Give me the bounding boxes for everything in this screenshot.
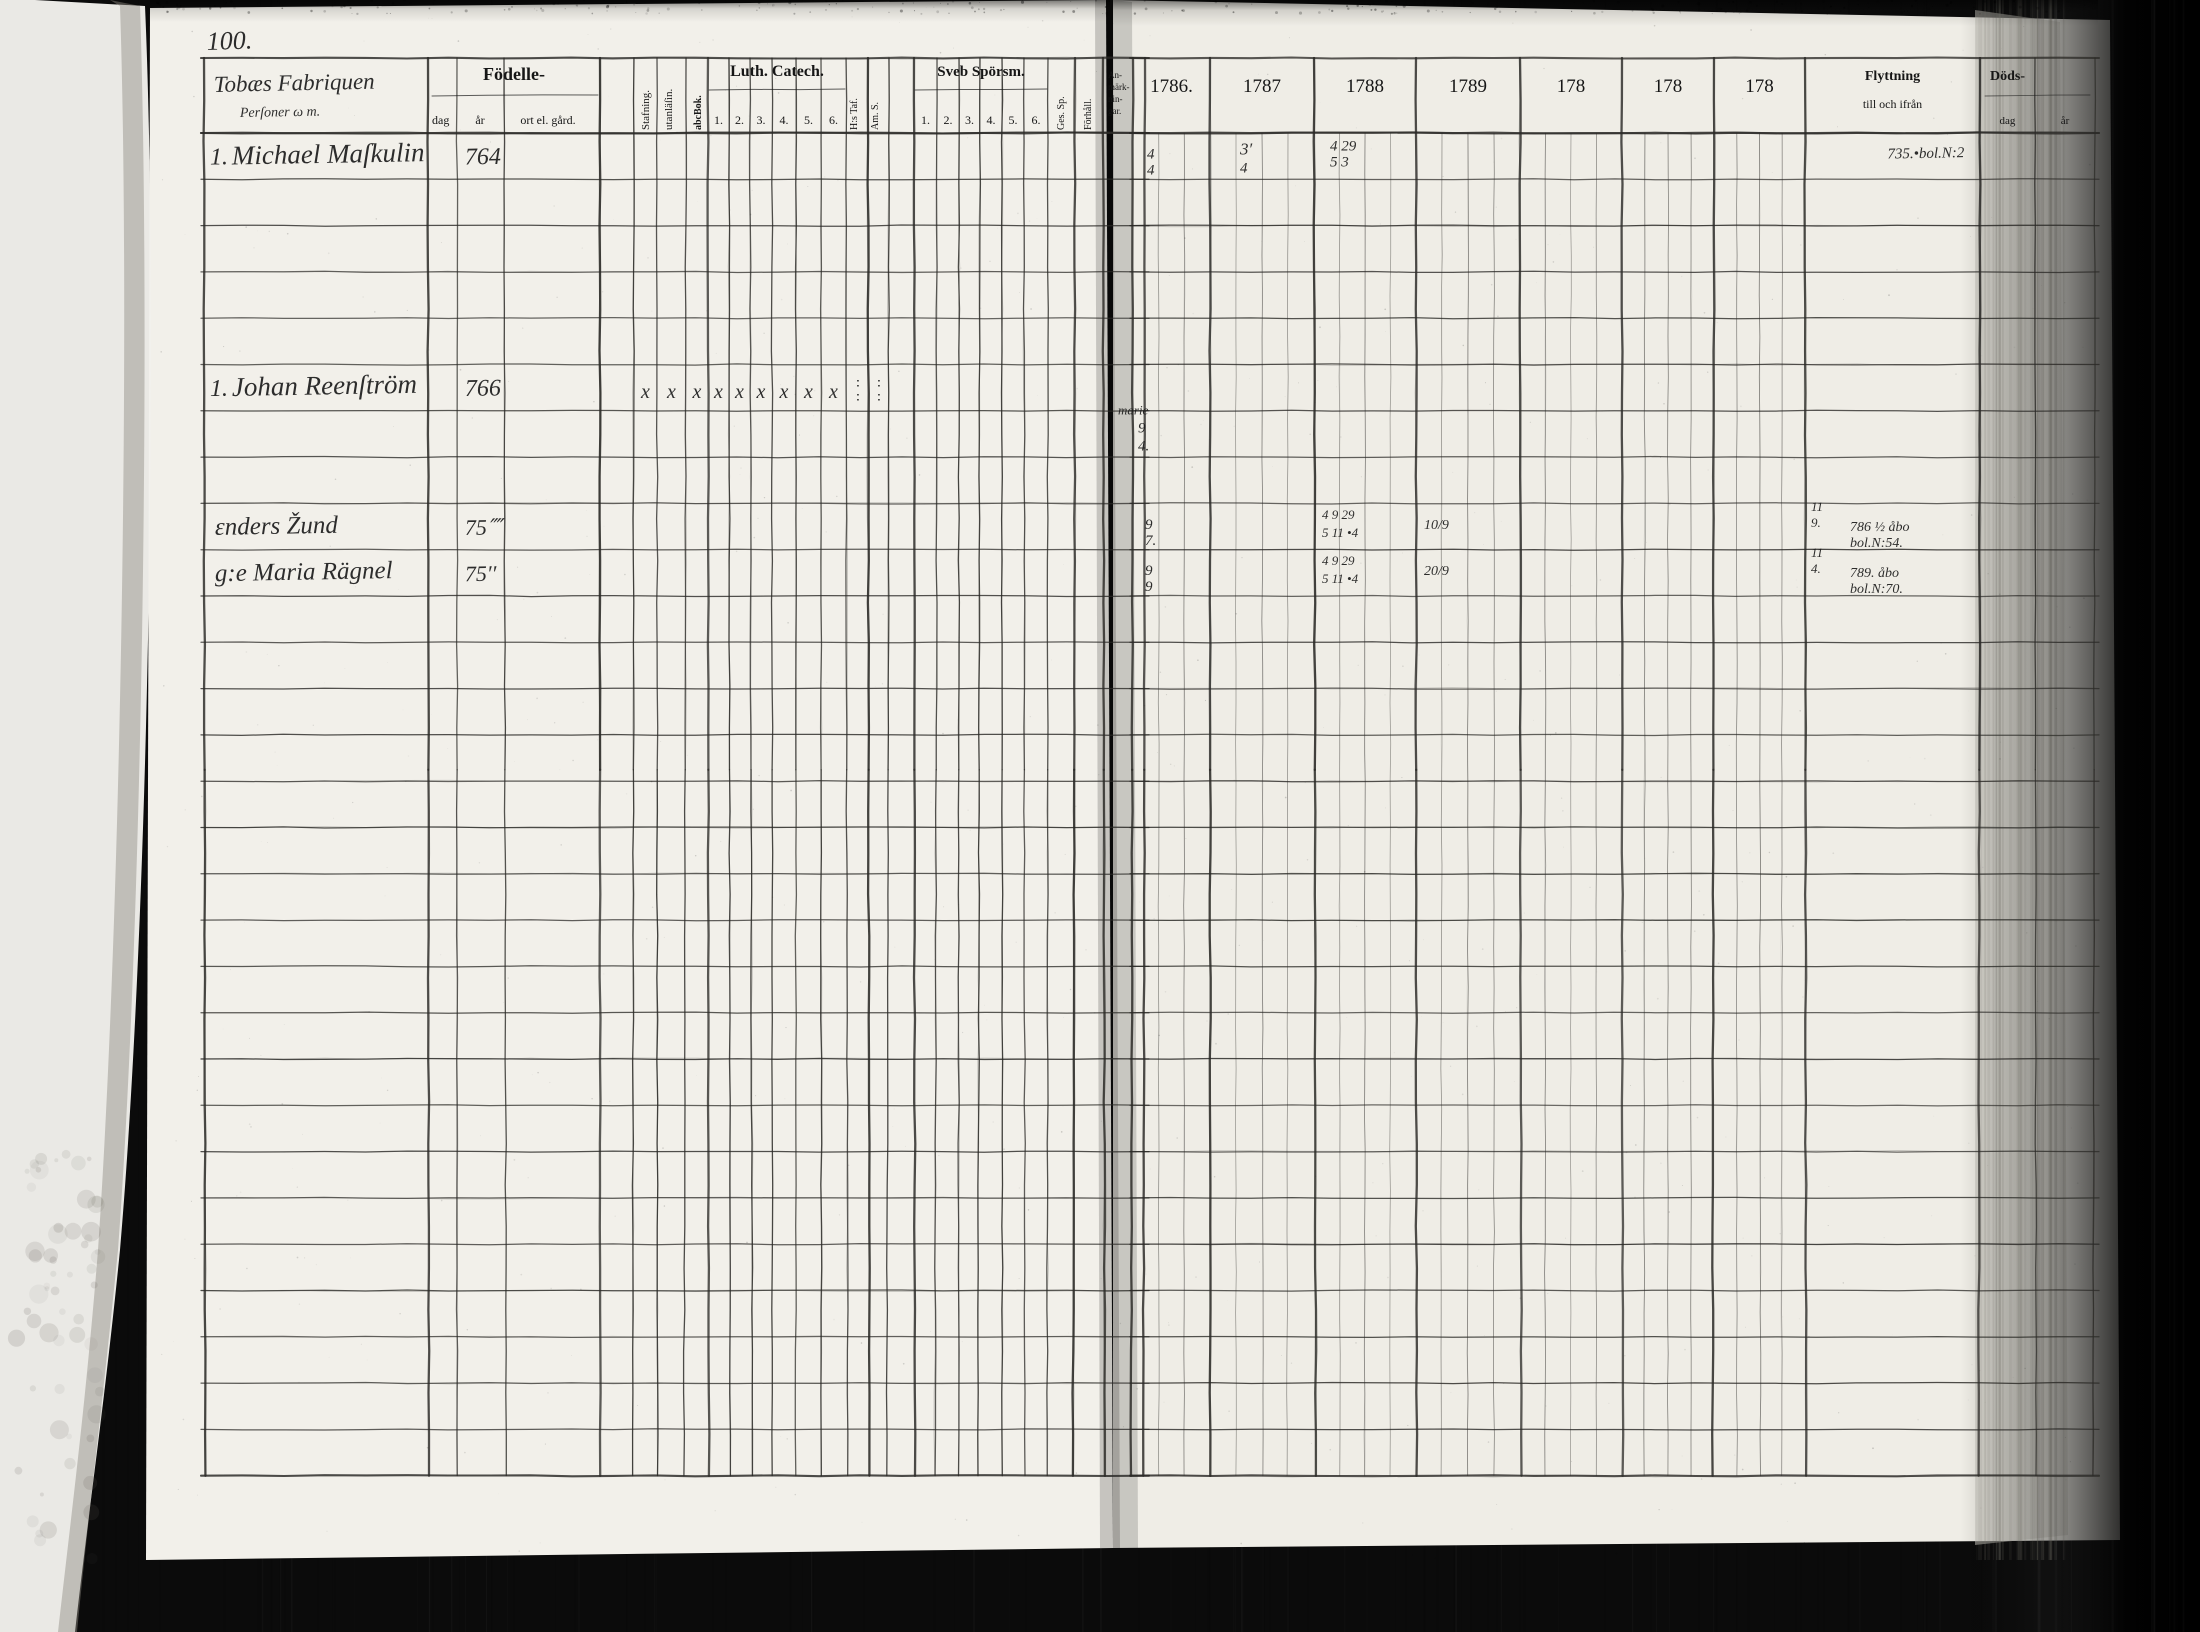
svg-text:1.: 1. xyxy=(210,145,228,171)
svg-text:4: 4 xyxy=(1147,147,1155,163)
svg-text:5 11 •4: 5 11 •4 xyxy=(1322,525,1359,540)
svg-text:4 9 29: 4 9 29 xyxy=(1322,553,1355,568)
svg-text:x: x xyxy=(756,381,766,403)
svg-text:ɛnders Žund: ɛnders Žund xyxy=(215,511,339,541)
svg-text:nin-: nin- xyxy=(1108,94,1123,104)
svg-text:5 3: 5 3 xyxy=(1330,155,1349,171)
svg-text:Ges. Sp.: Ges. Sp. xyxy=(1056,96,1067,130)
svg-text:3′: 3′ xyxy=(1239,140,1253,159)
svg-text:Johan Reenſtröm: Johan Reenſtröm xyxy=(232,369,418,402)
svg-text:∶: ∶ xyxy=(877,391,881,406)
svg-text:6.: 6. xyxy=(1032,113,1041,127)
svg-text:5.: 5. xyxy=(1009,113,1018,127)
svg-text:x: x xyxy=(734,381,744,403)
svg-text:till och ifrån: till och ifrån xyxy=(1863,97,1922,111)
svg-text:1786.: 1786. xyxy=(1150,76,1193,97)
svg-text:764: 764 xyxy=(465,144,501,171)
svg-text:9.: 9. xyxy=(1811,515,1821,530)
svg-text:x: x xyxy=(666,381,676,403)
svg-text:9: 9 xyxy=(1145,579,1153,595)
svg-text:100.: 100. xyxy=(206,25,252,56)
svg-text:Perſoner ω m.: Perſoner ω m. xyxy=(239,105,321,121)
svg-text:ort el. gård.: ort el. gård. xyxy=(520,113,575,127)
svg-text:dag: dag xyxy=(432,113,449,127)
svg-text:∶: ∶ xyxy=(856,391,860,406)
svg-text:4 29: 4 29 xyxy=(1330,139,1357,155)
svg-text:3.: 3. xyxy=(757,113,766,127)
svg-text:178: 178 xyxy=(1654,76,1683,97)
svg-text:Tobæs Fabriquen: Tobæs Fabriquen xyxy=(214,69,375,97)
svg-text:Döds-: Döds- xyxy=(1990,69,2025,84)
svg-text:9: 9 xyxy=(1145,563,1153,579)
svg-text:735.•bol.N:2: 735.•bol.N:2 xyxy=(1887,145,1965,162)
svg-text:1.: 1. xyxy=(714,113,723,127)
svg-text:1787: 1787 xyxy=(1243,76,1281,97)
svg-text:4: 4 xyxy=(1147,163,1155,179)
svg-text:4.: 4. xyxy=(780,113,789,127)
svg-text:x: x xyxy=(803,381,813,403)
svg-text:75′′: 75′′ xyxy=(465,561,498,587)
svg-text:75⁗: 75⁗ xyxy=(465,514,506,540)
svg-text:1788: 1788 xyxy=(1346,76,1384,97)
svg-text:H:s Taf.: H:s Taf. xyxy=(849,98,860,130)
svg-text:Am. S.: Am. S. xyxy=(870,102,881,130)
svg-text:∶: ∶ xyxy=(856,377,860,392)
svg-text:Stafning.: Stafning. xyxy=(640,90,652,130)
svg-text:g:e Maria Rägnel: g:e Maria Rägnel xyxy=(215,557,393,587)
svg-text:år: år xyxy=(475,113,484,127)
svg-text:marie: marie xyxy=(1118,402,1149,417)
svg-text:år: år xyxy=(2061,115,2070,127)
svg-text:Födelle-: Födelle- xyxy=(483,64,545,84)
svg-text:dag: dag xyxy=(2000,115,2016,127)
svg-text:4.: 4. xyxy=(1811,561,1821,576)
svg-text:Flyttning: Flyttning xyxy=(1865,69,1920,84)
svg-text:2.: 2. xyxy=(735,113,744,127)
svg-text:5.: 5. xyxy=(804,113,813,127)
svg-text:11: 11 xyxy=(1811,499,1823,514)
svg-text:x: x xyxy=(779,381,789,403)
svg-text:1.: 1. xyxy=(210,376,228,402)
svg-text:7.: 7. xyxy=(1145,533,1156,549)
svg-text:2.: 2. xyxy=(944,113,953,127)
svg-text:5 11 •4: 5 11 •4 xyxy=(1322,571,1359,586)
svg-text:1789: 1789 xyxy=(1449,76,1487,97)
svg-text:766: 766 xyxy=(465,375,501,402)
svg-text:20/9: 20/9 xyxy=(1424,564,1449,579)
svg-text:9: 9 xyxy=(1145,517,1153,533)
svg-text:abcBok.: abcBok. xyxy=(693,95,704,130)
svg-text:märk-: märk- xyxy=(1108,82,1130,92)
svg-text:x: x xyxy=(640,381,650,403)
svg-text:x: x xyxy=(713,381,723,403)
svg-text:utanläſin.: utanläſin. xyxy=(663,89,675,130)
svg-text:bol.N:70.: bol.N:70. xyxy=(1850,582,1903,597)
svg-text:gar.: gar. xyxy=(1108,106,1121,116)
svg-text:178: 178 xyxy=(1745,76,1774,97)
svg-text:4.: 4. xyxy=(987,113,996,127)
svg-text:178: 178 xyxy=(1557,76,1586,97)
svg-text:789. åbo: 789. åbo xyxy=(1850,566,1899,581)
svg-text:bol.N:54.: bol.N:54. xyxy=(1850,536,1903,551)
svg-text:4.: 4. xyxy=(1138,438,1149,454)
svg-text:10/9: 10/9 xyxy=(1424,518,1449,533)
svg-text:Luth. Catech.: Luth. Catech. xyxy=(730,63,824,80)
svg-text:9: 9 xyxy=(1138,420,1146,436)
svg-text:Förhåll.: Förhåll. xyxy=(1083,99,1094,130)
svg-text:x: x xyxy=(692,381,702,403)
svg-text:1.: 1. xyxy=(921,113,930,127)
svg-text:∶: ∶ xyxy=(877,377,881,392)
svg-text:x: x xyxy=(828,381,838,403)
svg-text:3.: 3. xyxy=(965,113,974,127)
svg-text:6.: 6. xyxy=(829,113,838,127)
svg-text:4: 4 xyxy=(1240,161,1248,177)
svg-text:11: 11 xyxy=(1811,545,1823,560)
svg-text:786 ½ åbo: 786 ½ åbo xyxy=(1850,520,1910,535)
svg-text:Michael Maſkulin: Michael Maſkulin xyxy=(231,137,425,170)
svg-text:An-: An- xyxy=(1108,70,1122,80)
svg-text:4 9 29: 4 9 29 xyxy=(1322,507,1355,522)
svg-text:Sveb Spörsm.: Sveb Spörsm. xyxy=(937,64,1025,80)
